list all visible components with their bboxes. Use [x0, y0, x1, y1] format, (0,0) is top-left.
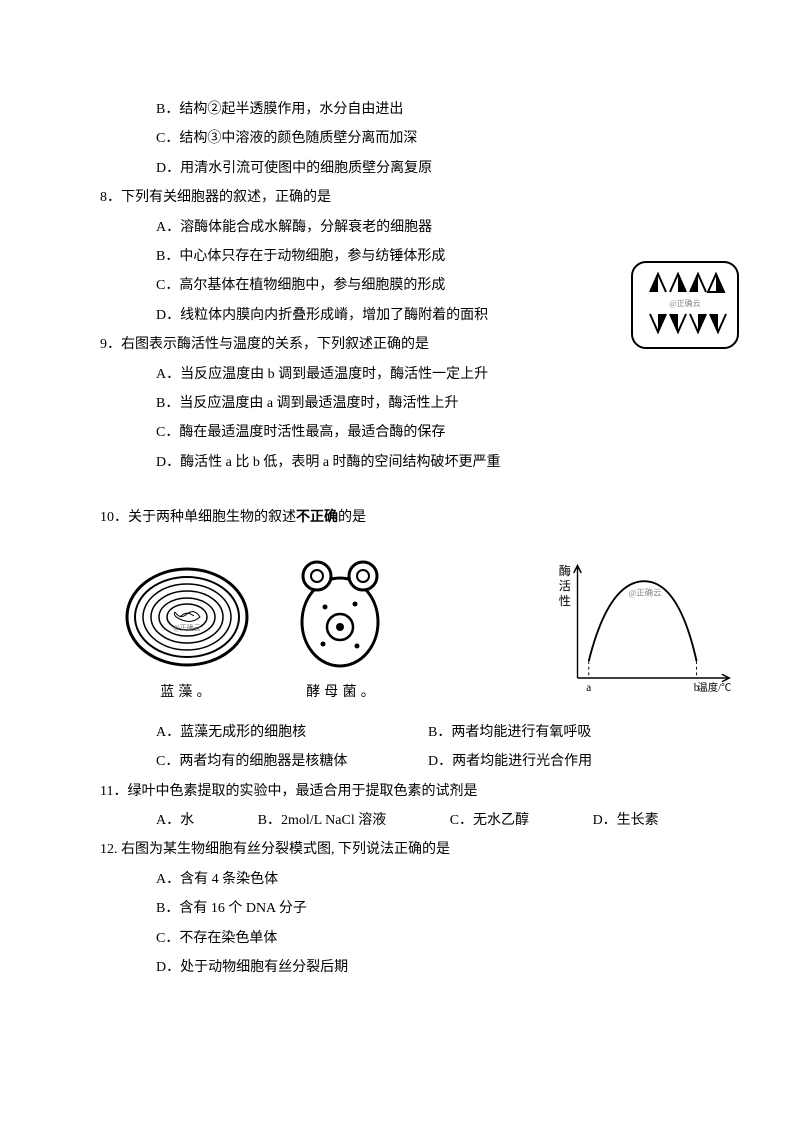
- chart-ylabel-2: 活: [559, 579, 571, 593]
- q10-figures-row: @正确云 蓝藻。 酵母菌。 酶 活 性: [120, 552, 700, 707]
- q9-option-b: B．当反应温度由 a 调到最适温度时，酶活性上升: [100, 389, 700, 418]
- q10-options-row1: A．蓝藻无成形的细胞核 B．两者均能进行有氧呼吸: [100, 718, 700, 747]
- q10-option-d: D．两者均能进行光合作用: [428, 747, 700, 776]
- q12-stem: 12. 右图为某生物细胞有丝分裂模式图, 下列说法正确的是: [100, 835, 700, 864]
- q10-option-a: A．蓝藻无成形的细胞核: [156, 718, 428, 747]
- q11-option-b: B．2mol/L NaCl 溶液: [258, 806, 387, 835]
- q11-option-d: D．生长素: [593, 806, 659, 835]
- chart-xaxis-label: 温度/℃: [697, 681, 731, 694]
- q12-option-d: D．处于动物细胞有丝分裂后期: [100, 953, 700, 982]
- q10-option-c: C．两者均有的细胞器是核糖体: [156, 747, 428, 776]
- q7-option-d: D．用清水引流可使图中的细胞质壁分离复原: [100, 154, 700, 183]
- q12-option-a: A．含有 4 条染色体: [100, 865, 700, 894]
- q7-option-b: B．结构②起半透膜作用，水分自由进出: [100, 95, 700, 124]
- chart-watermark: @正确云: [628, 587, 661, 597]
- q11-stem: 11．绿叶中色素提取的实验中，最适合用于提取色素的试剂是: [100, 777, 700, 806]
- q11-options: A．水 B．2mol/L NaCl 溶液 C．无水乙醇 D．生长素: [100, 806, 700, 835]
- q8-option-c: C．高尔基体在植物细胞中，参与细胞膜的形成: [100, 271, 700, 300]
- q11-option-a: A．水: [156, 806, 194, 835]
- q8-option-d: D．线粒体内膜向内折叠形成嵴，增加了酶附着的面积: [100, 301, 700, 330]
- q10-stem-bold: 不正确: [296, 510, 338, 525]
- q10-option-b: B．两者均能进行有氧呼吸: [428, 718, 700, 747]
- chart-ylabel-3: 性: [559, 594, 571, 608]
- lanzao-figure: @正确云 蓝藻。: [120, 562, 255, 707]
- q8-option-a: A．溶酶体能合成水解酶，分解衰老的细胞器: [100, 213, 700, 242]
- q10-options-row2: C．两者均有的细胞器是核糖体 D．两者均能进行光合作用: [100, 747, 700, 776]
- cell-fig-watermark: @正确云: [669, 298, 700, 308]
- yeast-label: 酵母菌。: [285, 678, 400, 707]
- q9-stem: 9．右图表示酶活性与温度的关系，下列叙述正确的是: [100, 330, 700, 359]
- q10-stem: 10．关于两种单细胞生物的叙述不正确的是: [100, 503, 700, 532]
- mitosis-figure: @正确云: [630, 260, 740, 350]
- q8-option-b: B．中心体只存在于动物细胞，参与纺锤体形成: [100, 242, 700, 271]
- chart-label-a: a: [586, 682, 591, 694]
- q9-option-a: A．当反应温度由 b 调到最适温度时，酶活性一定上升: [100, 360, 700, 389]
- lanzao-label: 蓝藻。: [120, 678, 255, 707]
- q9-option-d: D．酶活性 a 比 b 低，表明 a 时酶的空间结构破坏更严重: [100, 448, 700, 477]
- yeast-figure: 酵母菌。: [285, 552, 400, 707]
- svg-text:@正确云: @正确云: [173, 623, 200, 632]
- q10-stem-suffix: 的是: [338, 510, 366, 525]
- q8-stem: 8．下列有关细胞器的叙述，正确的是: [100, 183, 700, 212]
- q11-option-c: C．无水乙醇: [450, 806, 529, 835]
- enzyme-activity-chart: 酶 活 性 a b 温度/℃ @正确云: [550, 558, 740, 708]
- q9-option-c: C．酶在最适温度时活性最高，最适合酶的保存: [100, 418, 700, 447]
- q12-option-c: C．不存在染色单体: [100, 924, 700, 953]
- chart-ylabel-1: 酶: [559, 563, 571, 578]
- q10-stem-prefix: 10．关于两种单细胞生物的叙述: [100, 510, 296, 525]
- q7-option-c: C．结构③中溶液的颜色随质壁分离而加深: [100, 124, 700, 153]
- q12-option-b: B．含有 16 个 DNA 分子: [100, 894, 700, 923]
